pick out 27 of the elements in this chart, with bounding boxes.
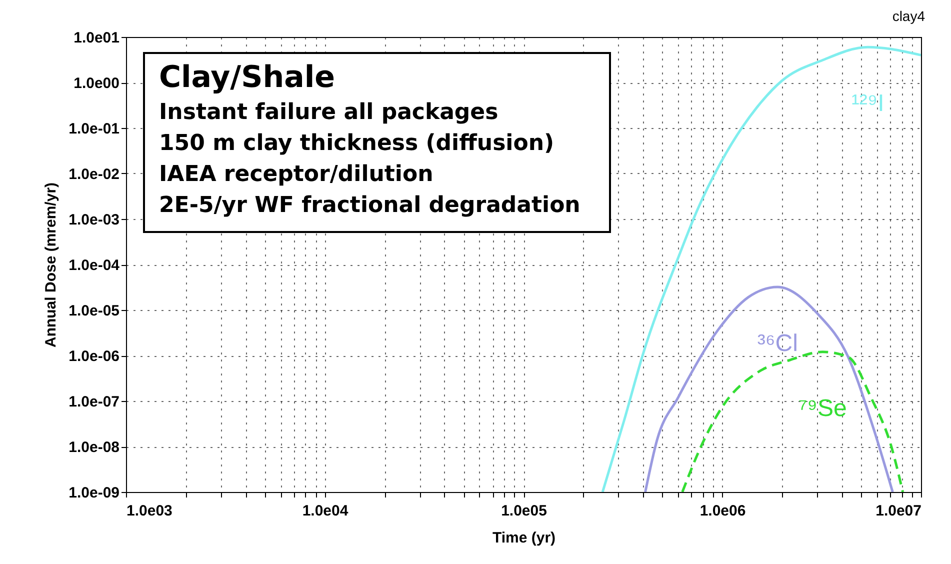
annotation: 2E-5/yr WF fractional degradation (159, 192, 582, 220)
x-tick-label: 1.0e07 (876, 502, 922, 520)
x-tick-label: 1.0e03 (126, 502, 172, 520)
y-tick-label: 1.0e-09 (68, 484, 120, 502)
y-tick-label: 1.0e-02 (68, 166, 120, 183)
y-tick-label: 1.0e01 (74, 30, 120, 46)
y-tick-label: 1.0e-07 (68, 394, 120, 410)
y-tick-label: 1.0e00 (74, 75, 120, 92)
y-tick-label: 1.0e-08 (68, 439, 120, 456)
text: Clay/Shale (159, 60, 336, 95)
annotation: IAEA receptor/dilution (159, 161, 434, 189)
series-label: ³⁶Cl (757, 330, 798, 358)
series-label: ⁷⁹Se (798, 394, 847, 422)
x-tick-label: 1.0e05 (501, 502, 547, 520)
annotation: Instant failure all packages (159, 99, 500, 127)
x-tick-label: 1.0e06 (700, 502, 746, 520)
y-tick-label: 1.0e-06 (68, 348, 120, 365)
x-axis-title: Time (yr) (492, 530, 556, 546)
y-axis-title: Annual Dose (mrem/yr) (42, 182, 60, 348)
y-tick-label: 1.0e-03 (68, 212, 120, 228)
y-tick-label: 1.0e-01 (68, 120, 120, 138)
x-tick-label: 1.0e04 (302, 502, 349, 520)
y-tick-label: 1.0e-04 (68, 257, 120, 274)
annotation: 150 m clay thickness (diffusion) (159, 130, 556, 158)
series-label: ¹²⁹I (851, 90, 884, 118)
y-tick-label: 1.0e-05 (68, 302, 120, 320)
text: clay4 (892, 8, 925, 24)
